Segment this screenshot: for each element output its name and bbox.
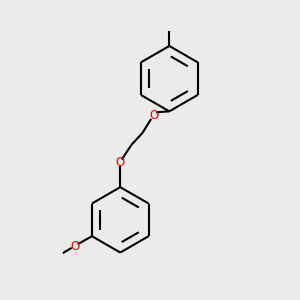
Text: O: O <box>149 109 158 122</box>
Text: O: O <box>70 239 79 253</box>
Text: O: O <box>116 156 125 169</box>
